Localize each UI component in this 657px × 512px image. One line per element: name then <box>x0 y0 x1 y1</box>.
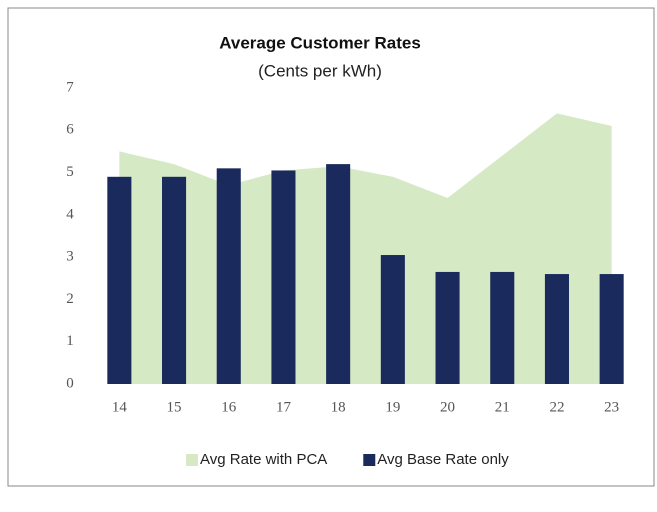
y-tick-label: 1 <box>66 333 74 349</box>
y-tick-label: 2 <box>66 291 74 307</box>
x-tick-label: 22 <box>549 399 564 415</box>
bar <box>380 255 405 384</box>
y-tick-label: 6 <box>66 122 74 138</box>
x-tick-label: 23 <box>604 399 619 415</box>
bar <box>107 176 132 384</box>
bar <box>162 176 187 384</box>
chart-subtitle: (Cents per kWh) <box>258 61 382 80</box>
x-tick-label: 14 <box>112 399 128 415</box>
y-tick-label: 3 <box>66 249 74 265</box>
bar <box>599 274 624 384</box>
legend-label: Avg Base Rate only <box>377 451 509 468</box>
bar <box>544 274 569 384</box>
bar <box>326 164 351 384</box>
legend-swatch <box>363 454 376 466</box>
bar <box>216 168 241 384</box>
x-tick-label: 19 <box>385 399 400 415</box>
bar <box>271 170 296 384</box>
bar <box>490 271 515 384</box>
bar <box>435 271 460 384</box>
x-tick-label: 18 <box>331 399 346 415</box>
area <box>119 113 612 384</box>
y-tick-label: 7 <box>66 79 74 95</box>
x-tick-label: 17 <box>276 399 292 415</box>
chart-title: Average Customer Rates <box>219 33 421 52</box>
legend-swatch <box>186 454 198 466</box>
x-tick-label: 20 <box>440 399 455 415</box>
x-tick-label: 21 <box>495 399 510 415</box>
x-tick-label: 16 <box>221 399 237 415</box>
y-tick-label: 4 <box>66 206 74 222</box>
y-tick-label: 5 <box>66 164 74 180</box>
x-tick-label: 15 <box>167 399 182 415</box>
legend-label: Avg Rate with PCA <box>200 451 327 468</box>
y-tick-label: 0 <box>66 375 74 391</box>
